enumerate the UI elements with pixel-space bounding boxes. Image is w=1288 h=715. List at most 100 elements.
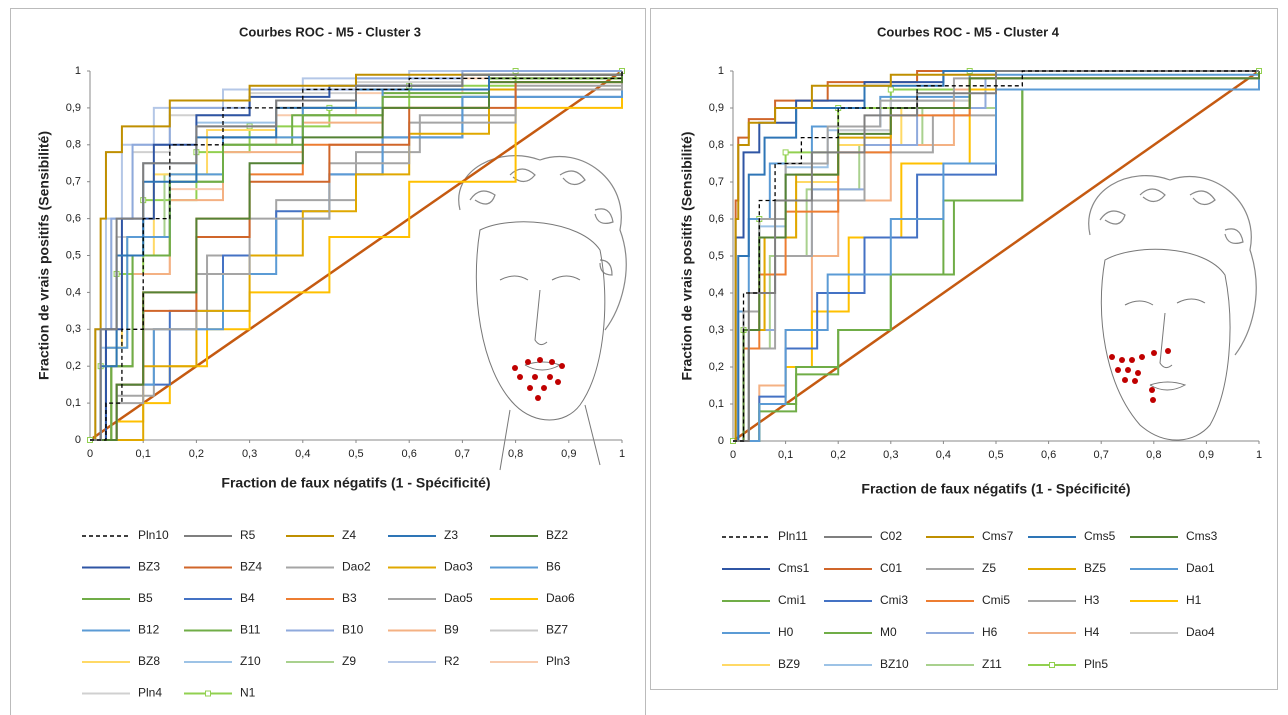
legend-label: BZ8 [138,654,160,668]
face-illustration [1088,175,1257,441]
x-tick-label: 0,5 [988,449,1003,461]
x-tick-label: 0,9 [1199,449,1214,461]
point-marker [887,86,894,93]
x-tick-label: 0,6 [402,448,417,460]
legend-label: Z4 [342,528,356,542]
legend-label: Z9 [342,654,356,668]
chance-diagonal [89,69,623,442]
y-tick-label: 0,3 [709,324,724,336]
y-tick-label: 0,7 [709,176,724,188]
chance-diagonal [732,69,1260,443]
legend-label: BZ5 [1084,561,1106,575]
y-tick-label: 0,5 [66,249,81,261]
legend-label: Cmi1 [778,593,806,607]
panel-border [10,8,646,715]
legend-label: Dao4 [1186,625,1215,639]
legend-label: H3 [1084,593,1100,607]
legend-label: Cms7 [982,529,1014,543]
legend-label: R2 [444,654,460,668]
y-tick-label: 0 [718,435,724,447]
legend-label: B9 [444,623,459,637]
legend-label: Pln11 [778,529,808,543]
y-tick-label: 0,9 [66,102,81,114]
x-tick-label: 0,2 [189,448,204,460]
y-tick-label: 0,6 [709,213,724,225]
y-axis-title: Fraction de vrais positifs (Sensibilité) [679,132,695,381]
y-tick-label: 0,8 [66,139,81,151]
legend-label: C02 [880,529,902,543]
legend-label: Pln5 [1084,657,1108,671]
legend-label: N1 [240,686,256,700]
y-tick-label: 0,2 [709,361,724,373]
legend-label: Cmi5 [982,593,1010,607]
legend-label: Dao5 [444,591,473,605]
legend-label: B12 [138,623,160,637]
legend-label: H1 [1186,593,1202,607]
x-axis-title: Fraction de faux négatifs (1 - Spécifici… [861,481,1130,497]
y-tick-label: 0,1 [709,398,724,410]
legend-label: Dao2 [342,560,371,574]
roc-curve [733,70,1259,442]
legend-label: Cms1 [778,561,810,575]
x-tick-label: 0,6 [1041,449,1056,461]
legend-label: H6 [982,625,998,639]
x-tick-label: 0 [87,448,93,460]
face-illustration [458,155,627,471]
y-tick-label: 0 [75,434,81,446]
legend-label: BZ7 [546,623,568,637]
x-tick-label: 0 [730,449,736,461]
legend-label: Z11 [982,657,1002,671]
legend-label: Z3 [444,528,458,542]
x-tick-label: 0,7 [1094,449,1109,461]
legend-label: Pln3 [546,654,570,668]
x-tick-label: 0,9 [561,448,576,460]
y-tick-label: 0,1 [66,397,81,409]
legend-label: M0 [880,625,897,639]
y-axis-title: Fraction de vrais positifs (Sensibilité) [36,131,52,380]
roc-curve [90,71,623,441]
roc-curve [733,70,1259,442]
legend-label: Cms5 [1084,529,1116,543]
legend-label: H0 [778,625,794,639]
x-tick-label: 0,8 [508,448,523,460]
legend-label: BZ2 [546,528,568,542]
y-tick-label: 1 [75,65,81,77]
x-tick-label: 1 [1256,449,1262,461]
roc-curve [90,71,623,441]
legend-label: C01 [880,561,902,575]
x-tick-label: 0,4 [295,448,310,460]
legend-label: Dao6 [546,591,575,605]
legend-label: Dao1 [1186,561,1215,575]
y-tick-label: 0,6 [66,213,81,225]
y-tick-label: 0,5 [709,250,724,262]
legend-label: B3 [342,591,357,605]
x-tick-label: 0,8 [1146,449,1161,461]
x-tick-label: 0,4 [936,449,951,461]
y-tick-label: 0,2 [66,360,81,372]
x-tick-label: 0,3 [242,448,257,460]
legend-label: B4 [240,591,255,605]
x-tick-label: 0,1 [136,448,151,460]
x-axis-title: Fraction de faux négatifs (1 - Spécifici… [221,475,490,491]
roc-curve [90,71,623,441]
legend-label: Dao3 [444,560,473,574]
panel-border [650,8,1278,690]
chart-title: Courbes ROC - M5 - Cluster 4 [877,24,1060,39]
legend-label: H4 [1084,625,1100,639]
legend-label: Z10 [240,654,261,668]
legend-label: B6 [546,560,561,574]
y-tick-label: 0,8 [709,139,724,151]
legend-marker [205,690,211,697]
legend-label: B11 [240,623,261,637]
legend-label: Pln4 [138,686,162,700]
legend-label: BZ3 [138,560,160,574]
roc-curve [733,70,1259,442]
x-tick-label: 0,5 [348,448,363,460]
legend-marker [1049,662,1055,668]
legend-label: B5 [138,591,153,605]
legend-label: Z5 [982,561,996,575]
legend-label: BZ4 [240,560,262,574]
x-tick-label: 0,1 [778,449,793,461]
legend-label: BZ9 [778,657,800,671]
y-tick-label: 0,3 [66,323,81,335]
